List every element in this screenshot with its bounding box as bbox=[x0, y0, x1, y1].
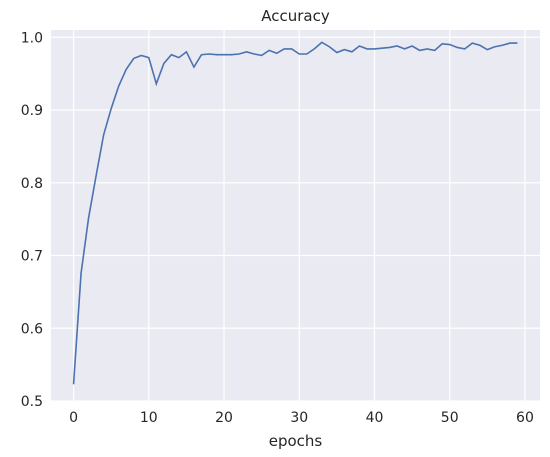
x-tick-label: 40 bbox=[366, 410, 384, 426]
y-tick-label: 0.6 bbox=[21, 321, 43, 337]
y-tick-label: 0.8 bbox=[21, 176, 43, 192]
x-axis-label: epochs bbox=[269, 432, 323, 450]
plot-area bbox=[51, 30, 540, 401]
y-tick-label: 0.7 bbox=[21, 249, 43, 265]
x-tick-label: 0 bbox=[69, 410, 78, 426]
x-tick-label: 30 bbox=[290, 410, 308, 426]
x-tick-label: 20 bbox=[215, 410, 233, 426]
x-tick-label: 50 bbox=[441, 410, 459, 426]
y-tick-label: 0.9 bbox=[21, 103, 43, 119]
x-tick-label: 60 bbox=[516, 410, 534, 426]
chart-title: Accuracy bbox=[261, 7, 330, 25]
x-tick-label: 10 bbox=[140, 410, 158, 426]
y-tick-label: 1.0 bbox=[21, 30, 43, 46]
y-tick-label: 0.5 bbox=[21, 394, 43, 410]
